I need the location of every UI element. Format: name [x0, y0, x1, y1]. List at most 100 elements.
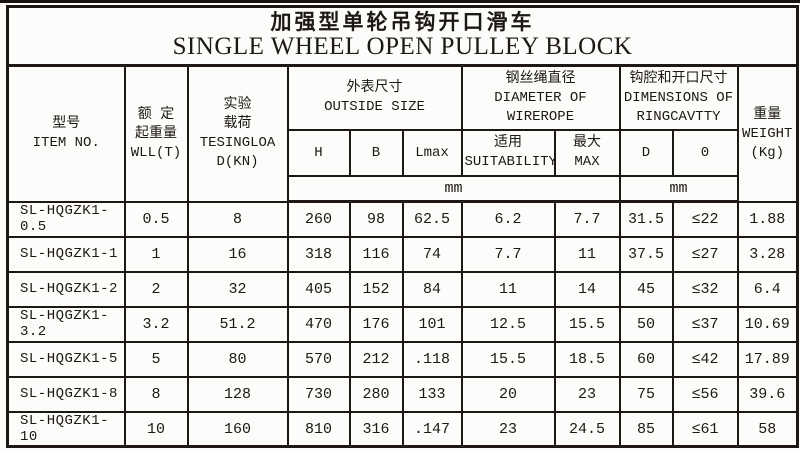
cell-max: 15.5 — [553, 305, 621, 343]
col-header-weight: 重量 WEIGHT (Kg) — [736, 64, 799, 203]
cell-weight: 1.88 — [736, 200, 799, 238]
cell-wll: 0.5 — [123, 200, 189, 238]
cell-o: ≤27 — [671, 235, 739, 273]
table-row: SL-HQGZK1-0.5 0.5 8 260 98 62.5 6.2 7.7 31.5 ≤22 1… — [6, 200, 799, 238]
cell-weight: 3.28 — [736, 235, 799, 273]
cell-max: 18.5 — [553, 340, 621, 378]
cell-b: 280 — [348, 375, 404, 413]
col-header-wll: 额 定 起重量 WLL(T) — [123, 64, 189, 203]
cell-suitability: 15.5 — [460, 340, 556, 378]
cell-lmax: 101 — [401, 305, 463, 343]
cell-item-no: SL-HQGZK1-3.2 — [6, 305, 126, 343]
cell-b: 152 — [348, 270, 404, 308]
cell-d: 60 — [618, 340, 674, 378]
cell-h: 260 — [286, 200, 351, 238]
cell-item-no: SL-HQGZK1-2 — [6, 270, 126, 308]
table-row: SL-HQGZK1-10 10 160 810 316.147 23 24.5 85 ≤61 58 — [6, 410, 799, 448]
cell-o: ≤22 — [671, 200, 739, 238]
cell-o: ≤32 — [671, 270, 739, 308]
cell-weight: 10.69 — [736, 305, 799, 343]
cell-max: 14 — [553, 270, 621, 308]
unit-mm-ring-cavity: mm — [618, 174, 739, 204]
cell-h: 570 — [286, 340, 351, 378]
cell-test-load: 8 — [186, 200, 289, 238]
table-row: SL-HQGZK1-2 2 32 405 152 84 11 14 45 ≤32 6.4 — [6, 270, 799, 308]
table-row: SL-HQGZK1-5 5 80 570 212.118 15.5 18.5 60 ≤42 17.… — [6, 340, 799, 378]
cell-suitability: 7.7 — [460, 235, 556, 273]
cell-wll: 2 — [123, 270, 189, 308]
cell-suitability: 23 — [460, 410, 556, 448]
col-header-h: H — [286, 128, 351, 177]
header-row-units: mm mm — [8, 174, 798, 204]
cell-o: ≤61 — [671, 410, 739, 448]
col-header-max: 最大 MAX — [553, 128, 621, 177]
cell-test-load: 16 — [186, 235, 289, 273]
col-group-ring-cavity: 钩腔和开口尺寸 DIMENSIONS OF RINGCAVTTY — [618, 64, 739, 131]
cell-b: 316 — [348, 410, 404, 448]
table-title: 加强型单轮吊钩开口滑车 SINGLE WHEEL OPEN PULLEY BLO… — [6, 5, 799, 68]
col-header-item-no: 型号 ITEM NO. — [6, 64, 126, 203]
cell-d: 85 — [618, 410, 674, 448]
unit-mm-outside-wirerope: mm — [286, 174, 621, 204]
cell-wll: 5 — [123, 340, 189, 378]
cell-d: 75 — [618, 375, 674, 413]
col-group-outside-size: 外表尺寸 OUTSIDE SIZE — [286, 64, 463, 131]
title-chinese: 加强型单轮吊钩开口滑车 — [270, 10, 535, 34]
header-row-subcolumns: H B Lmax 适用 SUITABILITY 最大 MAX D 0 — [8, 128, 798, 177]
cell-b: 116 — [348, 235, 404, 273]
cell-item-no: SL-HQGZK1-1 — [6, 235, 126, 273]
cell-d: 37.5 — [618, 235, 674, 273]
cell-h: 318 — [286, 235, 351, 273]
cell-test-load: 32 — [186, 270, 289, 308]
table-header: 加强型单轮吊钩开口滑车 SINGLE WHEEL OPEN PULLEY BLO… — [6, 5, 799, 204]
cell-lmax: 84 — [401, 270, 463, 308]
header-row-groups: 型号 ITEM NO. 额 定 起重量 WLL(T) 实验 载荷 TESINGL… — [6, 64, 799, 203]
cell-h: 730 — [286, 375, 351, 413]
cell-d: 31.5 — [618, 200, 674, 238]
scan-artifact-top-edge — [0, 0, 800, 3]
cell-wll: 1 — [123, 235, 189, 273]
cell-max: 7.7 — [553, 200, 621, 238]
cell-b: 98 — [348, 200, 404, 238]
cell-b: 212 — [348, 340, 404, 378]
col-header-o: 0 — [671, 128, 739, 177]
cell-lmax: 62.5 — [401, 200, 463, 238]
cell-d: 50 — [618, 305, 674, 343]
cell-suitability: 6.2 — [460, 200, 556, 238]
cell-o: ≤37 — [671, 305, 739, 343]
table-row: SL-HQGZK1-3.2 3.2 51.2 470 176 101 12.5 15.5 50 ≤… — [6, 305, 799, 343]
cell-test-load: 128 — [186, 375, 289, 413]
col-group-wirerope-diameter: 钢丝绳直径 DIAMETER OF WIREROPE — [460, 64, 621, 131]
cell-h: 405 — [286, 270, 351, 308]
cell-item-no: SL-HQGZK1-5 — [6, 340, 126, 378]
cell-item-no: SL-HQGZK1-0.5 — [6, 200, 126, 238]
cell-max: 23 — [553, 375, 621, 413]
title-row: 加强型单轮吊钩开口滑车 SINGLE WHEEL OPEN PULLEY BLO… — [6, 5, 799, 68]
cell-suitability: 12.5 — [460, 305, 556, 343]
table-row: SL-HQGZK1-1 1 16 318 116 74 7.7 11 37.5 ≤27 3.28 — [6, 235, 799, 273]
cell-test-load: 80 — [186, 340, 289, 378]
cell-d: 45 — [618, 270, 674, 308]
cell-lmax: 133 — [401, 375, 463, 413]
cell-item-no: SL-HQGZK1-10 — [6, 410, 126, 448]
col-header-d: D — [618, 128, 674, 177]
cell-o: ≤56 — [671, 375, 739, 413]
cell-lmax: .147 — [401, 410, 463, 448]
cell-item-no: SL-HQGZK1-8 — [6, 375, 126, 413]
title-english: SINGLE WHEEL OPEN PULLEY BLOCK — [172, 33, 633, 61]
cell-max: 24.5 — [553, 410, 621, 448]
cell-lmax: 74 — [401, 235, 463, 273]
col-header-b: B — [348, 128, 404, 177]
cell-weight: 39.6 — [736, 375, 799, 413]
cell-suitability: 20 — [460, 375, 556, 413]
cell-wll: 3.2 — [123, 305, 189, 343]
table-row: SL-HQGZK1-8 8 128 730 280 133 20 23 75 ≤56 39.6 — [6, 375, 799, 413]
table-body: SL-HQGZK1-0.5 0.5 8 260 98 62.5 6.2 7.7 31.5 ≤22 1… — [6, 200, 799, 448]
cell-weight: 17.89 — [736, 340, 799, 378]
cell-o: ≤42 — [671, 340, 739, 378]
cell-b: 176 — [348, 305, 404, 343]
cell-test-load: 160 — [186, 410, 289, 448]
cell-max: 11 — [553, 235, 621, 273]
cell-weight: 58 — [736, 410, 799, 448]
